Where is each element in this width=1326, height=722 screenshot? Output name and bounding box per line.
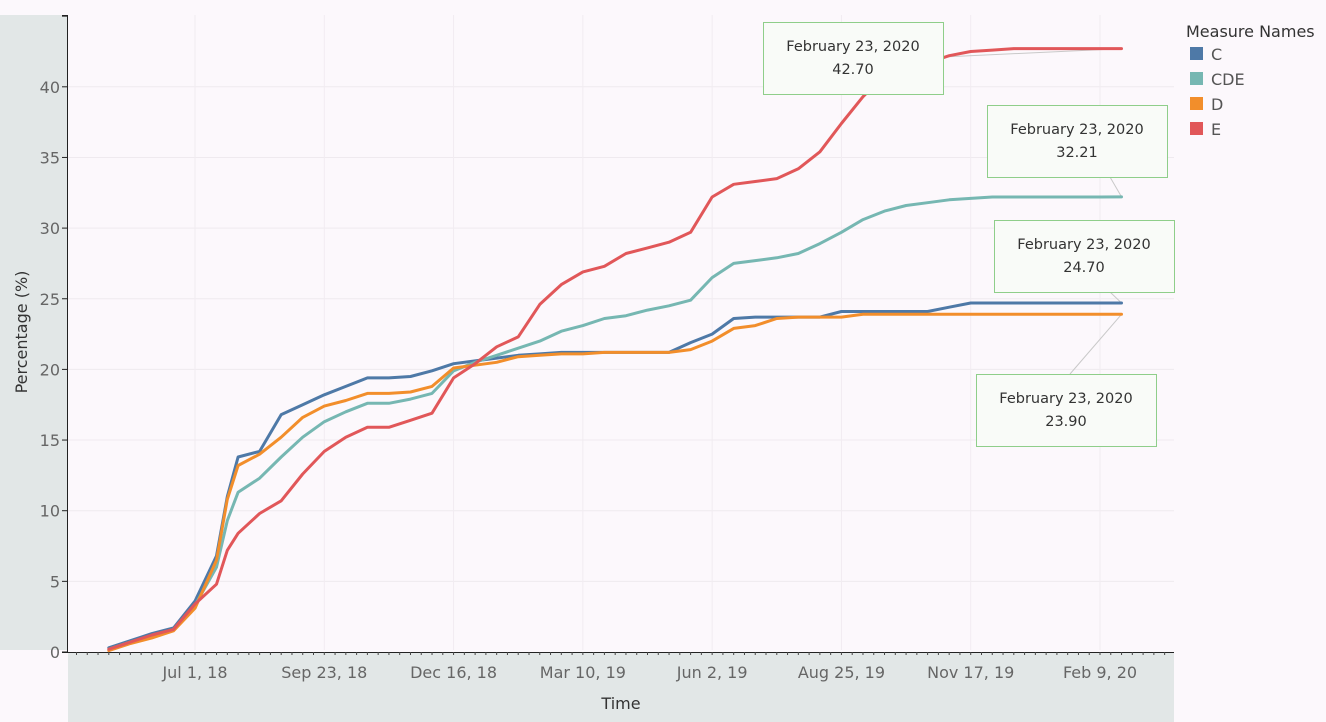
legend: Measure Names C CDE DE bbox=[1186, 22, 1315, 139]
annotation-value: 24.70 bbox=[1063, 260, 1105, 276]
y-tick-label: 15 bbox=[40, 431, 60, 450]
x-tick-label: Nov 17, 19 bbox=[927, 663, 1014, 682]
x-tick-label: Feb 9, 20 bbox=[1063, 663, 1137, 682]
x-axis-band bbox=[68, 652, 1174, 722]
annotations: February 23, 2020 42.70 February 23, 2020 3… bbox=[763, 22, 1175, 447]
legend-item-c[interactable]: C bbox=[1190, 45, 1222, 64]
y-tick-label: 35 bbox=[40, 148, 60, 167]
y-tick-label: 10 bbox=[40, 502, 60, 521]
annotation-box bbox=[976, 374, 1157, 447]
legend-swatch bbox=[1190, 72, 1203, 85]
y-tick-label: 30 bbox=[40, 219, 60, 238]
x-tick-label: Aug 25, 19 bbox=[798, 663, 885, 682]
axes: 0 5 10 15 20 25 30 35 40 Jul 1, 18 Sep 23, 18 Dec 1… bbox=[40, 15, 1174, 682]
series-line-e bbox=[107, 47, 1123, 651]
annotation-date: February 23, 2020 bbox=[786, 39, 919, 55]
annotation-date: February 23, 2020 bbox=[999, 391, 1132, 407]
annotation-cde: February 23, 2020 32.21 bbox=[987, 105, 1168, 178]
annotation-box bbox=[763, 22, 944, 95]
legend-swatch bbox=[1190, 122, 1203, 135]
legend-swatch bbox=[1190, 47, 1203, 60]
legend-title: Measure Names bbox=[1186, 22, 1315, 41]
legend-swatch bbox=[1190, 97, 1203, 110]
annotation-d: February 23, 2020 23.90 bbox=[976, 374, 1157, 447]
annotation-c: February 23, 2020 24.70 bbox=[994, 220, 1175, 293]
annotation-value: 42.70 bbox=[832, 62, 874, 78]
series-lines bbox=[107, 47, 1123, 653]
legend-label: CDE bbox=[1211, 70, 1245, 89]
legend-item-d[interactable]: D bbox=[1190, 95, 1223, 114]
annotation-box bbox=[987, 105, 1168, 178]
y-tick-label: 40 bbox=[40, 78, 60, 97]
gridlines bbox=[68, 15, 1174, 650]
y-axis-band bbox=[0, 15, 68, 650]
y-tick-label: 0 bbox=[50, 643, 60, 662]
y-tick-label: 20 bbox=[40, 360, 60, 379]
y-axis-title: Percentage (%) bbox=[12, 271, 31, 394]
legend-item-e[interactable]: E bbox=[1190, 120, 1221, 139]
legend-label: D bbox=[1211, 95, 1223, 114]
x-tick-label: Mar 10, 19 bbox=[540, 663, 626, 682]
annotation-date: February 23, 2020 bbox=[1010, 122, 1143, 138]
annotation-value: 23.90 bbox=[1045, 414, 1087, 430]
x-tick-label: Dec 16, 18 bbox=[410, 663, 497, 682]
y-tick-label: 5 bbox=[50, 572, 60, 591]
y-tick-label: 25 bbox=[40, 290, 60, 309]
series-line-d bbox=[107, 312, 1123, 653]
legend-label: C bbox=[1211, 45, 1222, 64]
annotation-leaders bbox=[942, 48, 1122, 375]
annotation-leader bbox=[1109, 291, 1122, 304]
annotation-date: February 23, 2020 bbox=[1017, 237, 1150, 253]
legend-label: E bbox=[1211, 120, 1221, 139]
annotation-box bbox=[994, 220, 1175, 293]
x-tick-label: Jun 2, 19 bbox=[676, 663, 748, 682]
legend-item-cde[interactable]: CDE bbox=[1190, 70, 1245, 89]
series-line-cde bbox=[107, 195, 1123, 651]
x-tick-label: Jul 1, 18 bbox=[161, 663, 227, 682]
x-tick-label: Sep 23, 18 bbox=[281, 663, 367, 682]
annotation-leader bbox=[1069, 313, 1122, 375]
x-axis-title: Time bbox=[600, 694, 640, 713]
annotation-leader bbox=[1109, 176, 1122, 198]
annotation-e: February 23, 2020 42.70 bbox=[763, 22, 944, 95]
annotation-value: 32.21 bbox=[1056, 145, 1098, 161]
